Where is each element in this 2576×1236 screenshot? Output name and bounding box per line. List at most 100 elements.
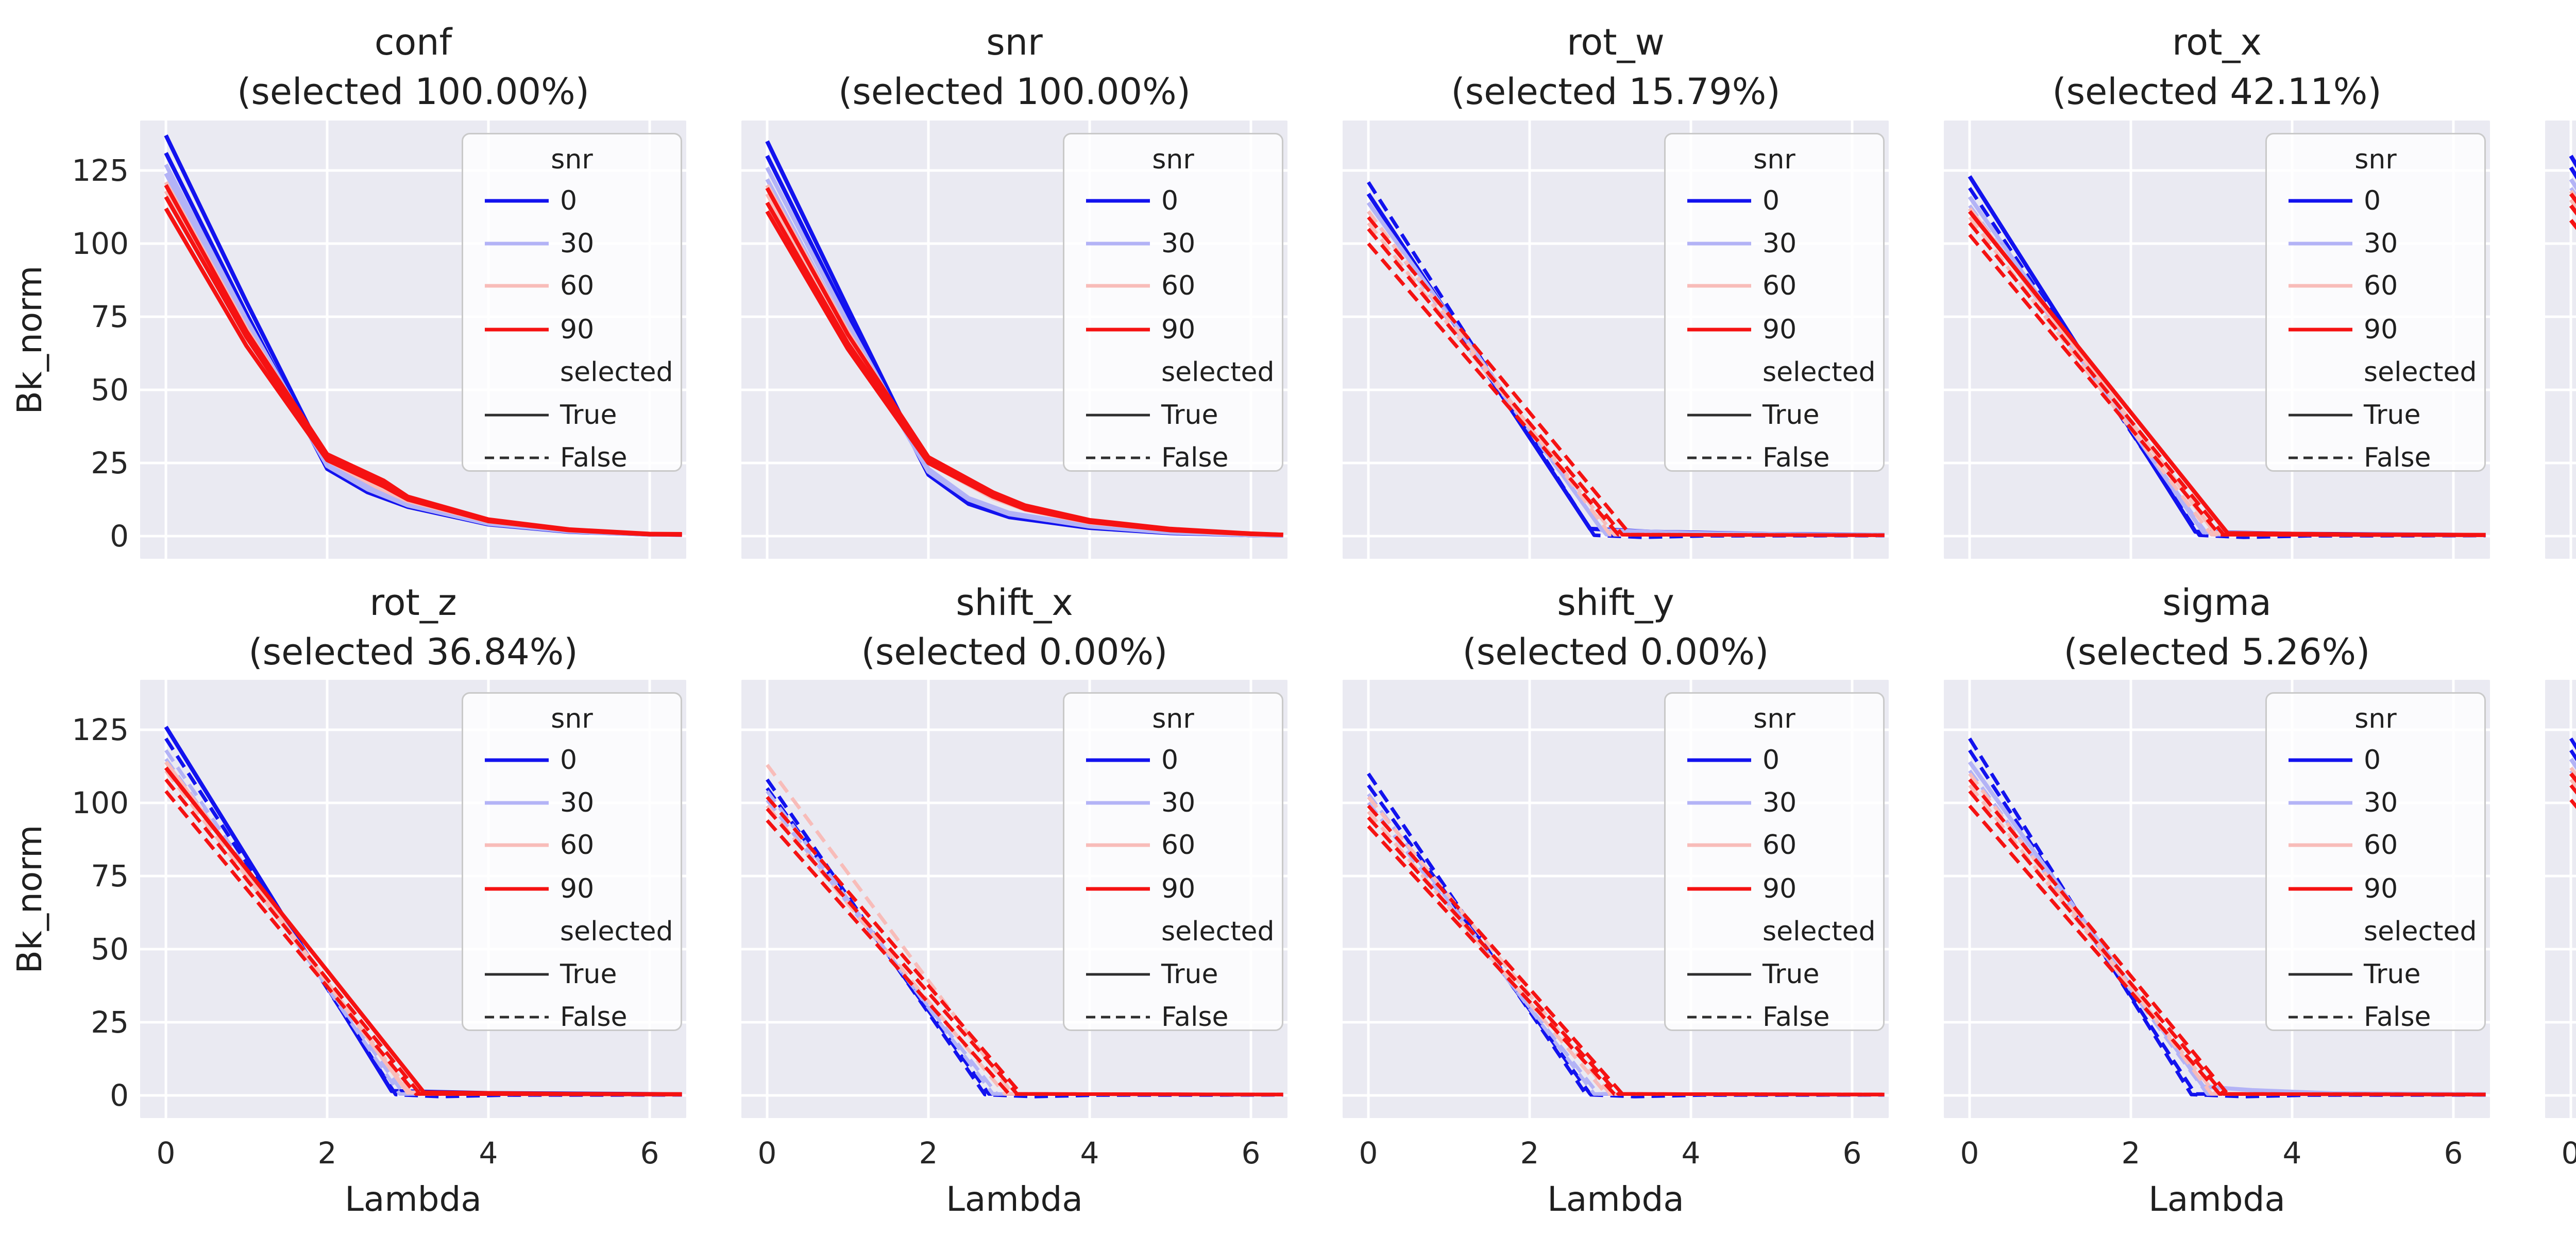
legend-line-swatch-snr-60 bbox=[2289, 284, 2352, 288]
legend-shift_y: snr 0 30 60 90 selected True False bbox=[1664, 692, 1885, 1033]
subplot-title-line1: conf bbox=[374, 21, 452, 63]
plot-canvas-snr bbox=[741, 121, 1287, 559]
legend-line-swatch-snr-0 bbox=[1086, 758, 1150, 762]
subplot-title-line2: (selected 89.47%) bbox=[2545, 67, 2576, 116]
y-tick-label-50: 50 bbox=[91, 932, 129, 967]
y-tick-label-25: 25 bbox=[91, 1005, 129, 1040]
subplot-title-line2: (selected 10.53%) bbox=[2545, 627, 2576, 677]
legend-entry-label: True bbox=[2364, 400, 2421, 431]
legend-entry-label: 90 bbox=[1161, 314, 1196, 345]
legend-title: snr bbox=[1152, 144, 1194, 175]
x-tick-label-0: 0 bbox=[156, 1136, 176, 1171]
subplot-title-line2: (selected 0.00%) bbox=[1462, 631, 1769, 673]
legend-entry-label: False bbox=[1762, 1002, 1830, 1033]
legend-entry-label: False bbox=[2364, 1002, 2431, 1033]
x-tick-label-2: 2 bbox=[919, 1136, 938, 1171]
x-tick-label-2: 2 bbox=[317, 1136, 337, 1171]
y-tick-label-100: 100 bbox=[72, 785, 129, 820]
legend-entry-snr-60: 60 bbox=[1064, 270, 1282, 302]
legend-line-swatch-snr-60 bbox=[1086, 843, 1150, 847]
legend-entry-label: 30 bbox=[1762, 787, 1797, 818]
subplot-title-line2: (selected 100.00%) bbox=[237, 71, 589, 113]
legend-line-swatch-false bbox=[1687, 456, 1751, 459]
x-tick-label-6: 6 bbox=[1241, 1136, 1261, 1171]
y-tick-label-0: 0 bbox=[110, 1078, 129, 1113]
legend-entry-true: True bbox=[1666, 958, 1883, 990]
legend-entry-true: True bbox=[1064, 399, 1282, 431]
x-axis-label-col3: Lambda bbox=[1547, 1179, 1684, 1219]
legend-line-swatch-snr-60 bbox=[485, 843, 549, 847]
legend-entry-snr-30: 30 bbox=[463, 228, 681, 260]
legend-line-swatch-true bbox=[1086, 973, 1150, 976]
legend-subtitle-selected: selected bbox=[1762, 916, 1876, 947]
legend-entry-label: 0 bbox=[560, 185, 578, 216]
subplot-title-rot_y: rot_y(selected 89.47%) bbox=[2545, 18, 2576, 116]
legend-line-swatch-false bbox=[1687, 1016, 1751, 1019]
legend-line-swatch-snr-30 bbox=[485, 242, 549, 246]
legend-entry-snr-0: 0 bbox=[2267, 185, 2484, 217]
x-tick-label-4: 4 bbox=[479, 1136, 498, 1171]
legend-entry-label: 0 bbox=[1161, 185, 1179, 216]
data-line-snr0-unselected bbox=[766, 787, 1283, 1096]
subplot-title-line1: sigma bbox=[2162, 581, 2272, 624]
legend-line-swatch-true bbox=[1687, 414, 1751, 417]
subplot-title-line1: rot_z bbox=[369, 581, 457, 624]
legend-entry-true: True bbox=[463, 399, 681, 431]
legend-line-swatch-snr-90 bbox=[1086, 887, 1150, 891]
legend-entry-label: 60 bbox=[1161, 270, 1196, 301]
y-tick-label-0: 0 bbox=[110, 519, 129, 554]
legend-entry-snr-30: 30 bbox=[1064, 228, 1282, 260]
legend-entry-label: 90 bbox=[2364, 873, 2398, 904]
legend-entry-label: 60 bbox=[560, 270, 595, 301]
legend-entry-snr-30: 30 bbox=[1064, 787, 1282, 819]
legend-entry-label: 60 bbox=[560, 830, 595, 861]
y-tick-label-100: 100 bbox=[72, 226, 129, 261]
x-tick-label-6: 6 bbox=[2444, 1136, 2463, 1171]
legend-entry-false: False bbox=[1666, 442, 1883, 474]
legend-line-swatch-false bbox=[485, 1016, 549, 1019]
legend-line-swatch-snr-90 bbox=[485, 887, 549, 891]
legend-line-swatch-snr-30 bbox=[1687, 801, 1751, 805]
legend-line-swatch-true bbox=[1687, 973, 1751, 976]
legend-entry-label: 30 bbox=[1762, 228, 1797, 259]
x-axis-label-col4: Lambda bbox=[2148, 1179, 2285, 1219]
legend-line-swatch-snr-0 bbox=[1687, 758, 1751, 762]
legend-entry-label: 0 bbox=[1161, 745, 1179, 776]
legend-entry-snr-30: 30 bbox=[2267, 787, 2484, 819]
legend-entry-label: 0 bbox=[1762, 745, 1780, 776]
legend-line-swatch-snr-0 bbox=[1086, 199, 1150, 203]
legend-entry-label: False bbox=[560, 442, 628, 473]
legend-subtitle-selected: selected bbox=[560, 357, 673, 388]
x-tick-label-0: 0 bbox=[1960, 1136, 1979, 1171]
data-line-snr90-selected bbox=[164, 207, 682, 537]
legend-entry-snr-90: 90 bbox=[1064, 314, 1282, 346]
legend-entry-label: True bbox=[560, 959, 617, 990]
legend-line-swatch-snr-30 bbox=[1086, 242, 1150, 246]
x-axis-label-col2: Lambda bbox=[946, 1179, 1083, 1219]
legend-entry-label: 0 bbox=[560, 745, 578, 776]
legend-entry-label: 0 bbox=[1762, 185, 1780, 216]
data-line-snr90-selected bbox=[765, 210, 1283, 537]
legend-entry-label: True bbox=[1762, 400, 1820, 431]
data-line-snr90-unselected bbox=[766, 819, 1283, 1096]
plot-area-rot_y bbox=[2545, 121, 2576, 559]
legend-entry-label: 30 bbox=[560, 228, 595, 259]
data-line-snr90-unselected bbox=[1367, 825, 1885, 1096]
legend-entry-snr-0: 0 bbox=[2267, 744, 2484, 776]
legend-line-swatch-snr-60 bbox=[1086, 284, 1150, 288]
legend-subtitle-selected: selected bbox=[1161, 357, 1275, 388]
data-line-snr90-unselected bbox=[1968, 804, 2486, 1096]
legend-line-swatch-snr-60 bbox=[485, 284, 549, 288]
subplot-title-rot_x: rot_x (selected 42.11%) bbox=[1944, 18, 2490, 116]
legend-subtitle-selected: selected bbox=[2364, 916, 2477, 947]
x-tick-label-0: 0 bbox=[1359, 1136, 1378, 1171]
subplot-title-conf: conf (selected 100.00%) bbox=[140, 18, 686, 116]
legend-line-swatch-snr-90 bbox=[1687, 328, 1751, 332]
legend-entry-false: False bbox=[1064, 442, 1282, 474]
subplot-title-line1: rot_x bbox=[2172, 21, 2262, 63]
legend-entry-false: False bbox=[2267, 442, 2484, 474]
legend-entry-label: 30 bbox=[1161, 228, 1196, 259]
legend-entry-label: 90 bbox=[560, 873, 595, 904]
legend-line-swatch-snr-60 bbox=[2289, 843, 2352, 847]
legend-entry-true: True bbox=[2267, 958, 2484, 990]
